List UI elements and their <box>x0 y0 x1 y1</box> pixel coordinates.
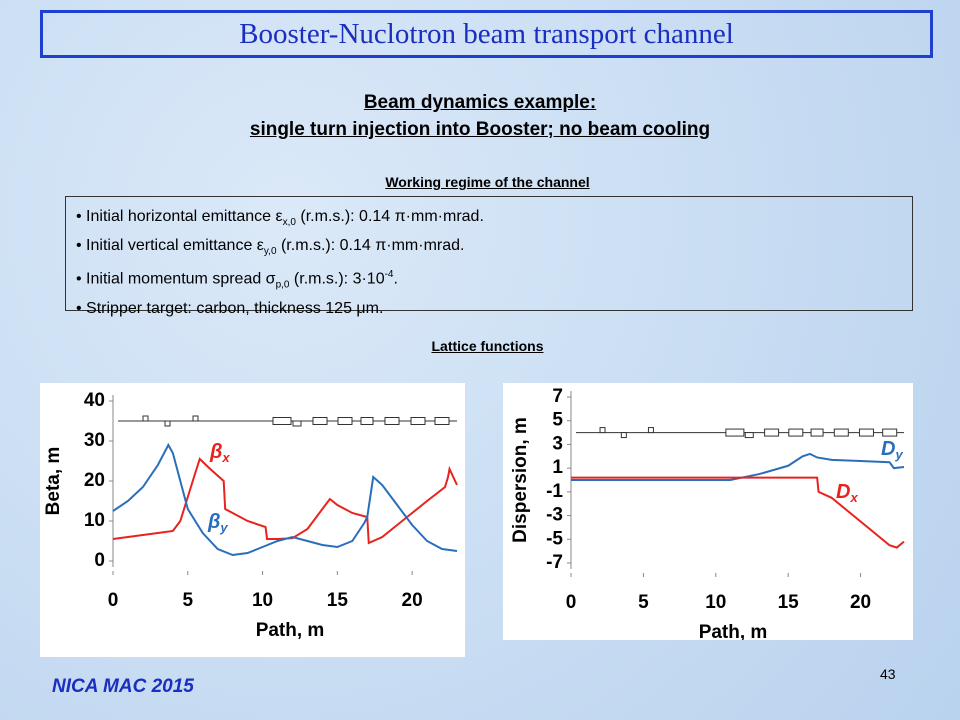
lattice-element <box>882 428 898 437</box>
bullet-text: (r.m.s.): 0.14 π·mm·mrad. <box>276 237 465 255</box>
bullet-box: • Initial horizontal emittance εx,0 (r.m… <box>65 196 913 317</box>
x-axis-label: Path, m <box>256 620 325 641</box>
lattice-element <box>620 432 627 439</box>
bullet-text: p,0 <box>275 279 290 291</box>
lattice-element <box>833 428 849 437</box>
series-label: Dy <box>881 438 903 462</box>
y-tick-label: 20 <box>84 470 105 491</box>
x-axis-label: Path, m <box>699 622 768 640</box>
lattice-element <box>599 427 606 434</box>
slide-title: Booster-Nuclotron beam transport channel <box>40 10 933 58</box>
subtitle: single turn injection into Booster; no b… <box>249 119 711 140</box>
bullet: • Initial horizontal emittance εx,0 (r.m… <box>76 208 484 229</box>
y-tick-label: 40 <box>84 390 105 411</box>
series-label: βx <box>209 441 230 465</box>
x-tick-label: 10 <box>705 592 726 613</box>
y-tick-label: 5 <box>552 410 563 431</box>
y-tick-label: 1 <box>552 457 563 478</box>
series-label: βy <box>207 511 228 535</box>
lattice-element <box>725 428 745 437</box>
y-tick-label: 3 <box>552 433 563 454</box>
lattice-element <box>142 415 149 422</box>
y-tick-label: -1 <box>546 481 563 502</box>
line-series <box>112 442 458 557</box>
line-series <box>571 476 905 549</box>
bullet: • Stripper target: carbon, thickness 125… <box>76 299 384 317</box>
series-name-sub: x <box>849 490 858 505</box>
x-tick-label: 5 <box>182 590 193 611</box>
lattice-element <box>764 428 780 437</box>
series-name: D <box>836 481 850 503</box>
series-name: D <box>881 438 895 460</box>
bullet-text: . <box>393 270 398 288</box>
lattice-element <box>810 428 824 437</box>
y-tick-label: -3 <box>546 505 563 526</box>
x-tick-label: 20 <box>850 592 871 613</box>
bullet-text: (r.m.s.): 3·10 <box>289 270 385 288</box>
y-tick-label: 0 <box>94 550 105 571</box>
series-name: β <box>209 441 222 463</box>
y-axis-label: Beta, m <box>43 447 64 516</box>
bullet: • Initial vertical emittance εy,0 (r.m.s… <box>76 237 465 258</box>
y-tick-label: 10 <box>84 510 105 531</box>
bullet-text: Stripper target: carbon, thickness 125 μ… <box>86 299 384 317</box>
x-tick-label: 20 <box>402 590 423 611</box>
bullet-text: (r.m.s.): 0.14 π·mm·mrad. <box>295 208 484 225</box>
x-tick-label: 10 <box>252 590 273 611</box>
series-name: β <box>207 511 220 533</box>
y-tick-label: -5 <box>546 528 563 549</box>
lattice-element <box>788 428 804 437</box>
bullet-text: x,0 <box>282 217 296 229</box>
lattice-element <box>337 417 353 425</box>
lattice-element <box>744 432 754 439</box>
lattice-element <box>384 417 400 425</box>
x-tick-label: 5 <box>638 592 649 613</box>
bullet-text: Initial horizontal emittance ε <box>86 208 283 225</box>
section-title: Lattice functions <box>431 338 544 354</box>
section-title: Working regime of the channel <box>385 174 590 190</box>
page-number: 43 <box>880 666 896 682</box>
lattice-element <box>312 417 328 425</box>
y-tick-label: 7 <box>552 386 563 407</box>
brand: NICA MAC 2015 <box>52 676 194 697</box>
line-series <box>571 452 905 481</box>
series-name-sub: y <box>894 447 903 462</box>
lattice-element <box>360 417 374 425</box>
line-series <box>112 457 458 545</box>
lattice-element <box>434 417 450 425</box>
x-tick-label: 0 <box>108 590 119 611</box>
x-tick-label: 15 <box>327 590 349 611</box>
subtitle: Beam dynamics example: <box>363 92 597 113</box>
y-tick-label: 30 <box>84 430 105 451</box>
lattice-element <box>192 415 199 422</box>
lattice-element <box>858 428 874 437</box>
lattice-element <box>272 417 292 425</box>
lattice-element <box>164 420 171 427</box>
x-tick-label: 0 <box>566 592 577 613</box>
bullet-text: -4 <box>384 269 394 281</box>
bullet-text: Initial momentum spread σ <box>86 270 276 288</box>
series-name-sub: x <box>221 450 230 465</box>
lattice-element <box>410 417 426 425</box>
lattice-element <box>292 420 302 427</box>
bullet: • Initial momentum spread σp,0 (r.m.s.):… <box>76 269 398 291</box>
series-label: Dx <box>836 481 858 505</box>
bullet-text: Initial vertical emittance ε <box>86 237 264 255</box>
x-tick-label: 15 <box>778 592 800 613</box>
y-tick-label: -7 <box>546 552 563 573</box>
lattice-element <box>647 427 654 434</box>
y-axis-label: Dispersion, m <box>510 417 531 543</box>
series-name-sub: y <box>219 520 228 535</box>
bullet-text: y,0 <box>263 246 277 258</box>
